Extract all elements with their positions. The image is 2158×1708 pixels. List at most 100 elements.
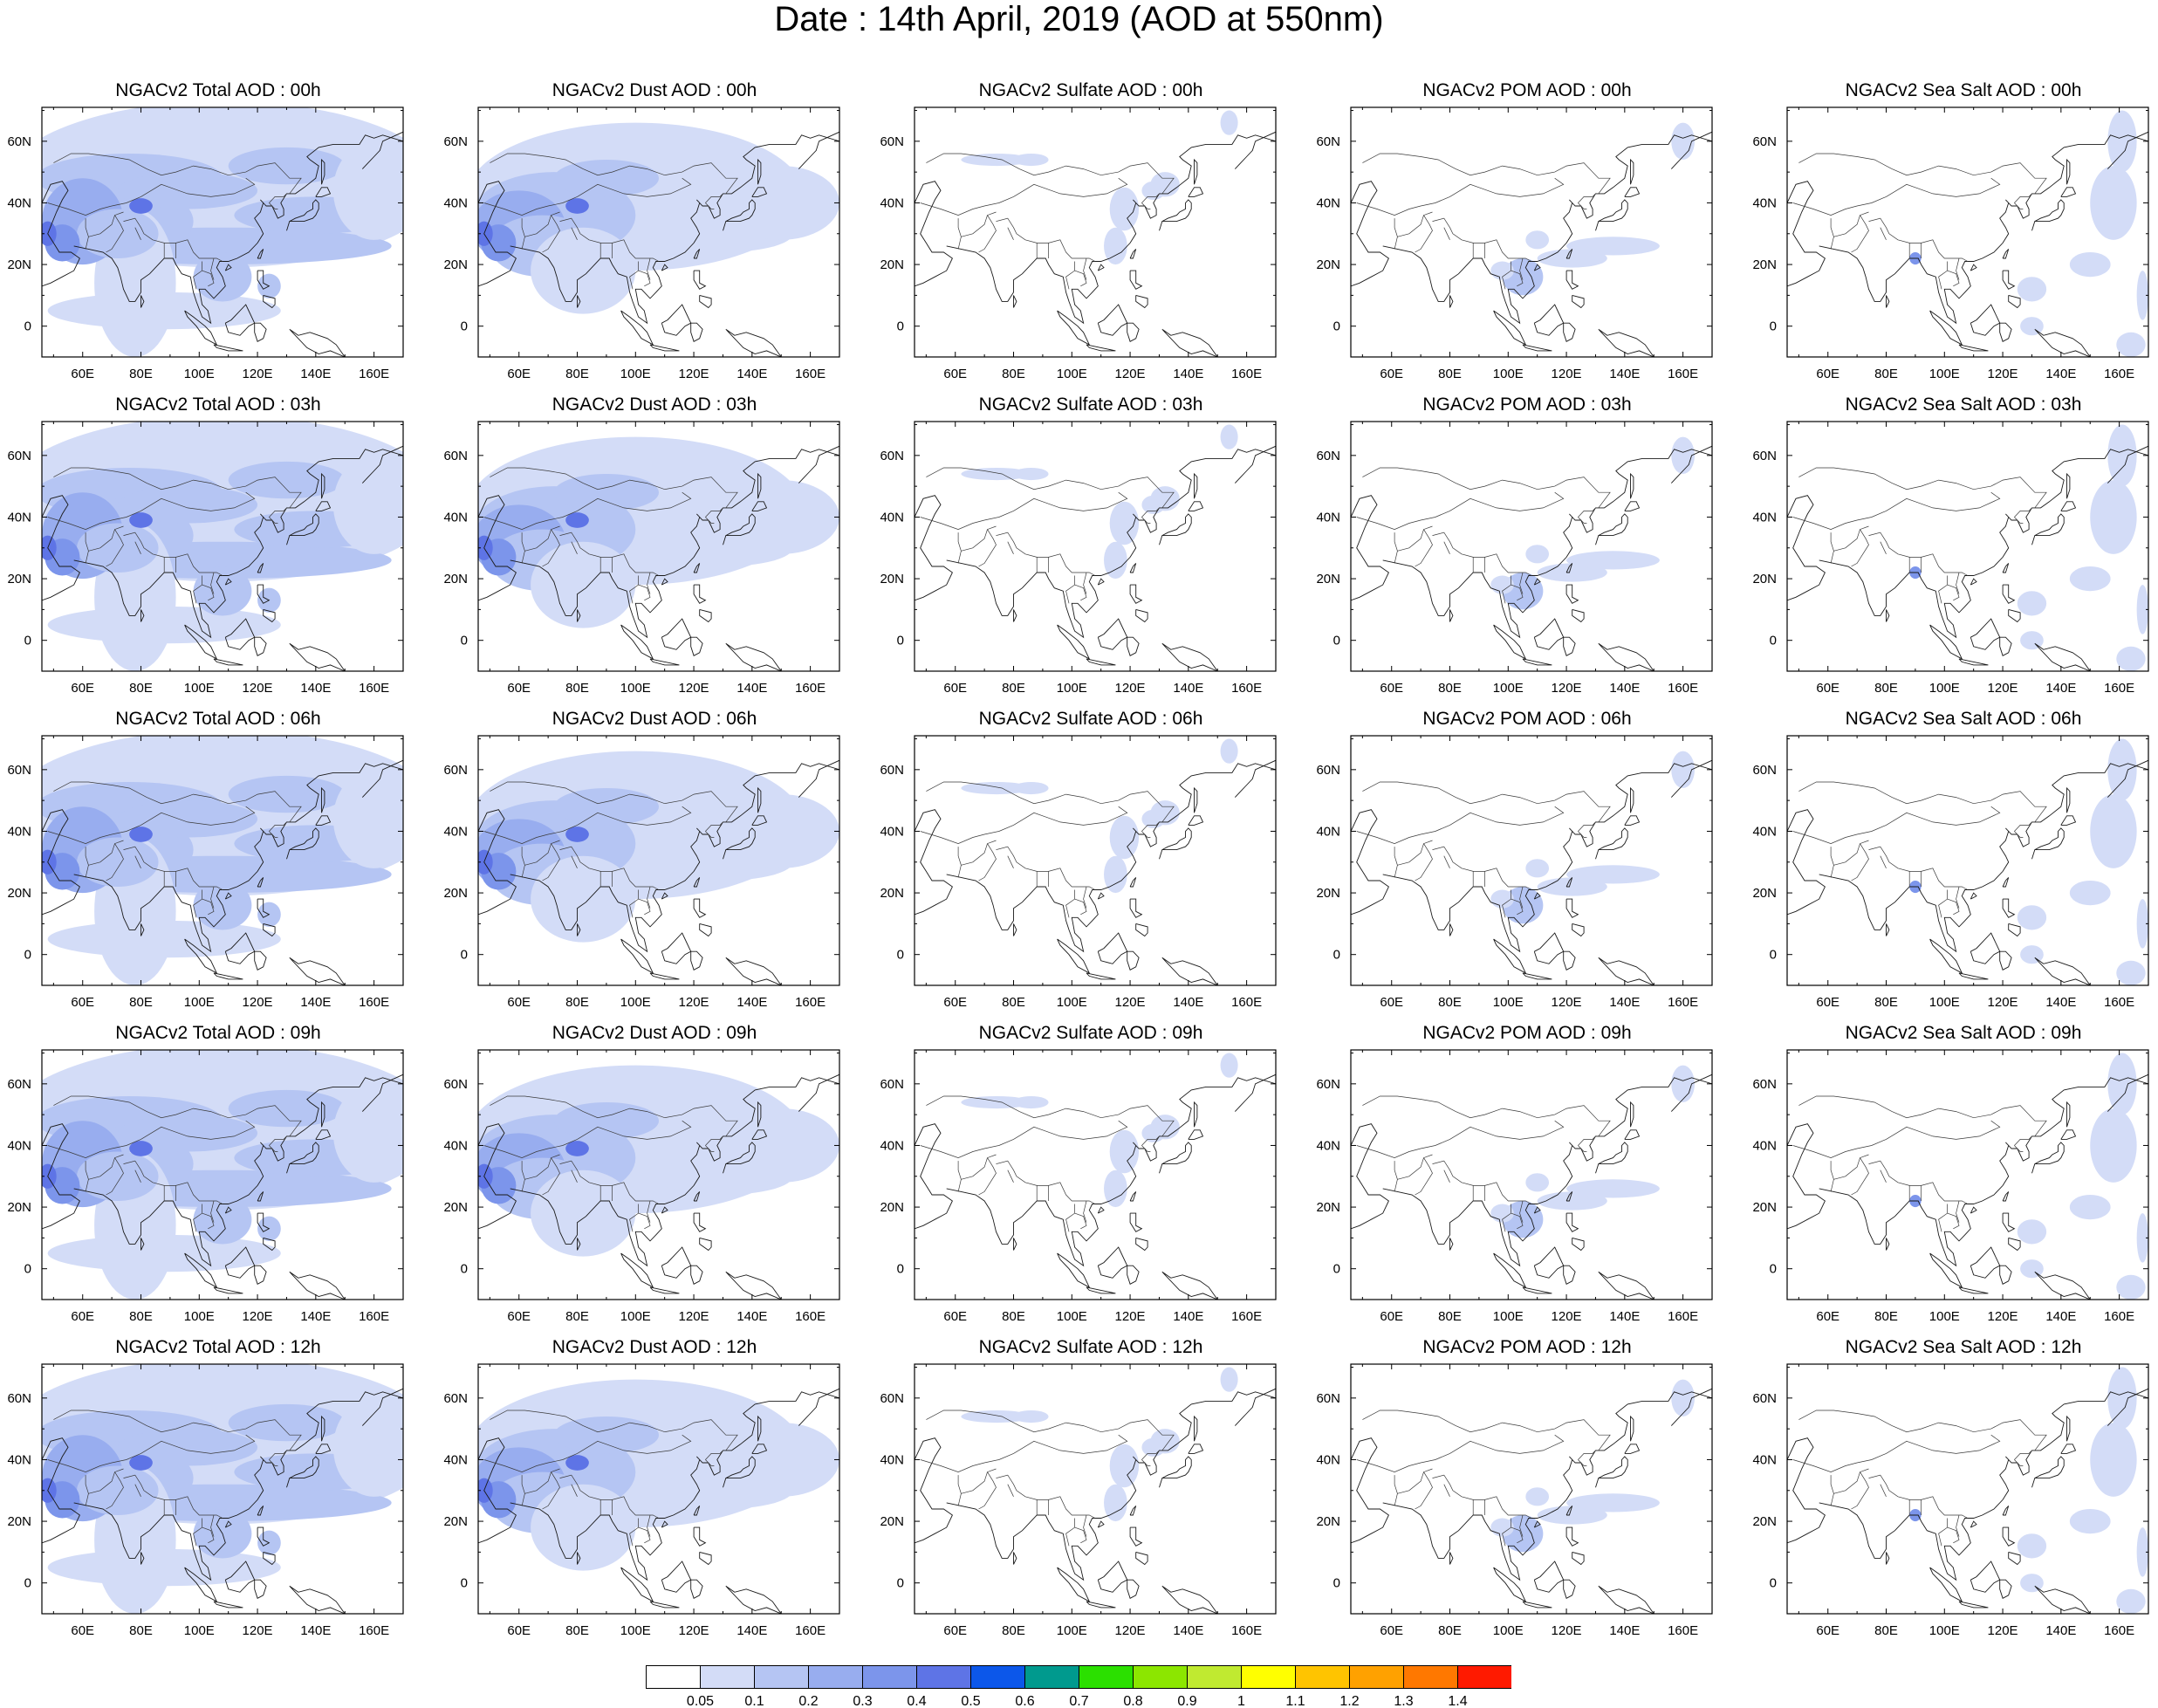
aod-region <box>2116 1588 2146 1614</box>
aod-region <box>129 512 153 528</box>
colorbar-label: 0.05 <box>687 1694 714 1707</box>
x-tick-label: 160E <box>795 1623 826 1638</box>
coastlines <box>478 445 839 671</box>
aod-region <box>228 1403 346 1442</box>
y-tick-label: 60N <box>1752 134 1777 149</box>
aod-region <box>1566 1179 1660 1198</box>
y-tick-label: 60N <box>443 1391 468 1406</box>
x-tick-label: 60E <box>943 367 967 381</box>
panel-title: NGACv2 Dust AOD : 06h <box>551 709 757 729</box>
country-borders <box>47 467 302 604</box>
coastlines <box>478 1074 839 1300</box>
aod-region <box>1671 751 1695 789</box>
panel-title: NGACv2 POM AOD : 03h <box>1422 394 1632 415</box>
aod-region <box>961 781 1031 795</box>
aod-region <box>332 769 403 868</box>
x-tick-label: 60E <box>507 1623 531 1638</box>
aod-region <box>553 788 659 826</box>
colorbar-swatch <box>646 1665 701 1689</box>
y-tick-label: 20N <box>1752 257 1777 272</box>
x-tick-label: 60E <box>507 995 531 1010</box>
panel-title: NGACv2 Total AOD : 00h <box>115 80 321 100</box>
country-borders <box>1356 1410 1611 1547</box>
x-tick-label: 120E <box>679 367 709 381</box>
y-tick-label: 60N <box>1752 1077 1777 1092</box>
x-tick-label: 160E <box>2104 1623 2134 1638</box>
aod-region <box>77 523 159 573</box>
x-tick-label: 140E <box>300 1309 331 1324</box>
country-borders <box>1356 153 1611 290</box>
map-panel: NGACv2 Total AOD : 09h 60E 80E 100E 120E 140E… <box>0 1022 436 1336</box>
map-frame <box>477 1049 840 1300</box>
aod-region <box>553 1416 659 1454</box>
x-tick-label: 120E <box>243 367 273 381</box>
panel-title: NGACv2 POM AOD : 00h <box>1422 80 1632 100</box>
map-frame <box>1350 1049 1713 1300</box>
aod-region <box>47 1234 281 1272</box>
aod-region <box>1525 1173 1550 1192</box>
map-frame <box>914 1363 1277 1615</box>
aod-region <box>77 1151 159 1202</box>
aod-region <box>478 1478 493 1503</box>
x-tick-label: 160E <box>359 681 389 696</box>
x-tick-label: 120E <box>1115 1309 1146 1324</box>
x-tick-label: 100E <box>1929 1309 1960 1324</box>
panel-title: NGACv2 Total AOD : 03h <box>115 394 321 415</box>
aod-region <box>1671 1379 1695 1417</box>
aod-region <box>228 147 346 185</box>
aod-region <box>723 1423 839 1497</box>
country-borders <box>47 1410 302 1547</box>
map-panel: NGACv2 Sulfate AOD : 00h 60E 80E 100E 120E 14… <box>873 79 1309 394</box>
aod-region <box>42 1163 57 1189</box>
aod-region <box>42 221 57 246</box>
coastlines <box>1787 1074 2148 1300</box>
x-tick-label: 80E <box>1874 367 1898 381</box>
x-tick-label: 80E <box>1002 1309 1025 1324</box>
coastlines <box>42 759 403 985</box>
colorbar-label: 1.1 <box>1285 1694 1305 1707</box>
aod-field <box>915 107 1276 357</box>
y-tick-label: 40N <box>443 195 468 210</box>
aod-field <box>915 422 1276 671</box>
aod-region <box>2020 631 2044 650</box>
map-frame <box>914 421 1277 672</box>
x-tick-label: 140E <box>736 1309 767 1324</box>
aod-region <box>2090 794 2137 868</box>
x-tick-label: 140E <box>1609 681 1640 696</box>
aod-region <box>1490 261 1514 280</box>
x-tick-label: 80E <box>1438 681 1462 696</box>
map-plot: 60E 80E 100E 120E 140E 160E 60N 40N 20N 0 <box>443 1363 840 1638</box>
y-tick-label: 60N <box>1752 449 1777 463</box>
map-panel: NGACv2 Sulfate AOD : 03h 60E 80E 100E 120E 14… <box>873 394 1309 708</box>
country-borders <box>1356 781 1611 918</box>
x-tick-label: 140E <box>736 995 767 1010</box>
aod-region <box>1490 1518 1514 1537</box>
x-tick-label: 80E <box>1438 995 1462 1010</box>
x-tick-label: 140E <box>1609 367 1640 381</box>
y-tick-label: 0 <box>461 948 468 963</box>
x-tick-label: 80E <box>1002 367 1025 381</box>
map-plot: 60E 80E 100E 120E 140E 160E 60N 40N 20N 0 <box>880 1049 1277 1324</box>
aod-region <box>42 1478 57 1503</box>
aod-region <box>2020 945 2044 964</box>
x-tick-label: 140E <box>736 681 767 696</box>
x-tick-label: 160E <box>359 995 389 1010</box>
x-tick-label: 80E <box>1438 1623 1462 1638</box>
map-frame <box>1786 735 2149 986</box>
y-tick-label: 40N <box>1752 1138 1777 1153</box>
y-tick-label: 40N <box>880 510 904 525</box>
map-plot: 60E 80E 100E 120E 140E 160E 60N 40N 20N 0 <box>7 106 404 381</box>
x-tick-label: 100E <box>620 1623 651 1638</box>
aod-region <box>2020 1574 2044 1593</box>
country-borders <box>1792 1095 2047 1232</box>
map-plot: 60E 80E 100E 120E 140E 160E 60N 40N 20N 0 <box>880 1363 1277 1638</box>
map-panel: NGACv2 Total AOD : 12h 60E 80E 100E 120E 140E… <box>0 1336 436 1650</box>
colorbar-swatch <box>1295 1665 1350 1689</box>
x-tick-label: 120E <box>1988 995 2018 1010</box>
aod-region <box>2107 1053 2137 1115</box>
aod-region <box>42 535 57 560</box>
y-tick-label: 20N <box>443 572 468 586</box>
map-frame <box>41 106 404 358</box>
country-borders <box>920 1410 1175 1547</box>
aod-region <box>42 849 57 875</box>
